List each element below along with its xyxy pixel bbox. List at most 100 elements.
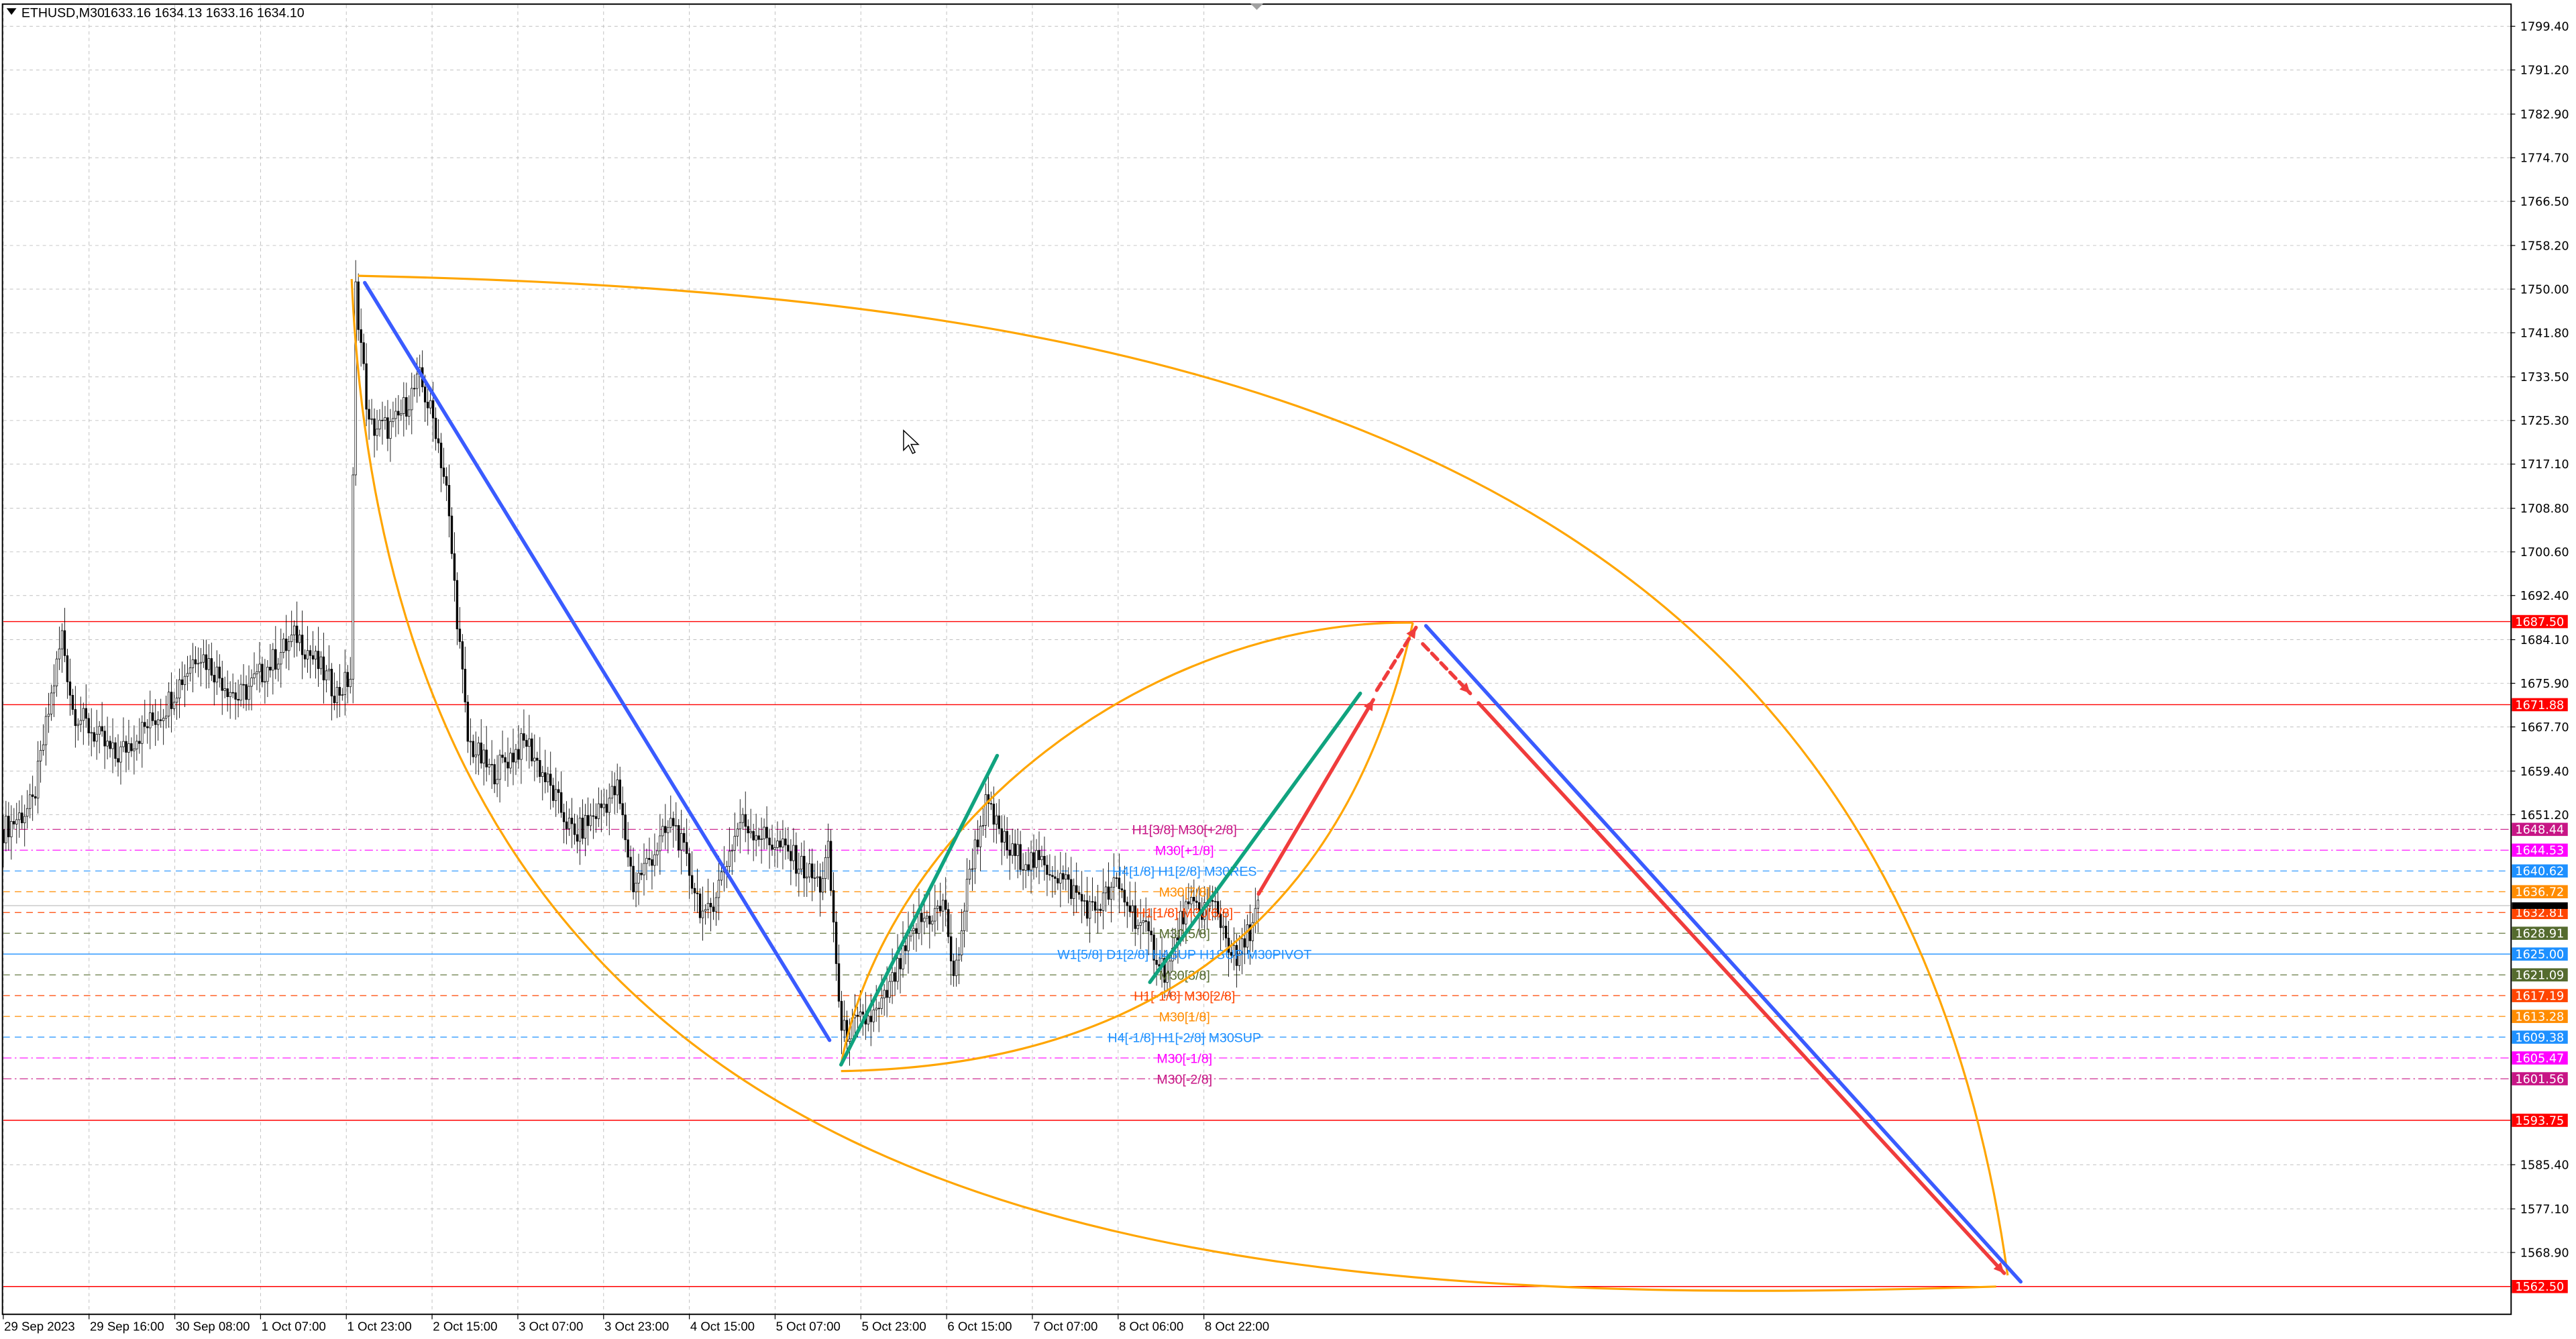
y-tick-label: 1799.40 (2520, 21, 2569, 34)
candle-bear (605, 804, 608, 813)
x-tick-label: 8 Oct 22:00 (1205, 1320, 1269, 1334)
candle-bull (1169, 961, 1171, 973)
candle-bear (549, 773, 552, 786)
candle-bear (752, 831, 755, 841)
x-tick-label: 3 Oct 07:00 (519, 1320, 583, 1334)
candle-bear (771, 845, 773, 850)
candle-bull (1011, 843, 1014, 856)
candle-bull (156, 719, 160, 725)
candle-bear (472, 741, 475, 757)
chart-shift-marker-icon[interactable] (1250, 3, 1264, 10)
candle-bear (894, 972, 896, 982)
candle-bear (405, 397, 408, 417)
candle-bear (285, 639, 288, 651)
candle-bull (282, 639, 285, 653)
y-tick-label: 1659.40 (2520, 765, 2569, 779)
candle-bull (1142, 920, 1144, 923)
candle-bear (333, 696, 336, 703)
price-axis[interactable]: 1799.40 1791.20 1782.90 1774.70 1766.50 1758.… (2510, 21, 2569, 1295)
y-tick-label: 1568.90 (2520, 1246, 2569, 1260)
candle-bull (469, 741, 472, 743)
level-price-box (2512, 1279, 2568, 1293)
candle-bear (1193, 897, 1195, 902)
y-tick-label: 1725.30 (2520, 415, 2569, 428)
candle-bear (565, 821, 568, 829)
x-tick-label: 3 Oct 23:00 (604, 1320, 669, 1334)
candle-bear (109, 741, 111, 749)
candle-bull (119, 746, 122, 763)
candle-bear (426, 402, 429, 409)
candle-bear (213, 675, 215, 683)
level-price-box (2512, 614, 2568, 629)
candle-bull (1003, 831, 1006, 843)
y-tick-label: 1585.40 (2520, 1159, 2569, 1173)
green-channel-1 (839, 753, 1000, 1067)
candle-bull (880, 998, 883, 1009)
candle-bull (354, 281, 357, 476)
candle-bull (127, 743, 130, 753)
candle-bull (1166, 973, 1169, 983)
candle-bull (680, 833, 683, 851)
candle-bull (910, 930, 912, 936)
candle-bear (678, 825, 680, 851)
candle-bull (474, 754, 478, 757)
level-price-label: 1648.44 (2515, 824, 2564, 837)
level-price-box (2512, 822, 2568, 837)
candle-bear (787, 845, 790, 852)
candle-bull (341, 694, 344, 696)
candle-bear (1198, 902, 1201, 911)
candle-bull (656, 850, 659, 855)
candle-bull (378, 419, 381, 429)
candle-bear (1126, 902, 1129, 906)
arrowhead-icon (1363, 700, 1374, 712)
candle-bull (645, 857, 648, 864)
level-price-box (2512, 1114, 2568, 1127)
candle-bear (1077, 892, 1081, 895)
candle-bear (309, 650, 312, 656)
candle-bull (808, 863, 811, 877)
candle-bull (50, 692, 53, 714)
candle-bull (1136, 925, 1139, 929)
level-text: H1[3/8] M30[+2/8] (1132, 823, 1237, 838)
candle-bear (322, 656, 325, 681)
blue-trendline-projection (1424, 624, 2023, 1284)
candle-bull (389, 421, 392, 439)
candle-bull (186, 673, 189, 677)
candle-bear (1062, 873, 1065, 879)
candle-bull (292, 625, 296, 635)
candle-bear (581, 817, 584, 839)
candle-bear (992, 804, 996, 825)
candle-bull (1104, 886, 1108, 894)
candle-bear (632, 865, 635, 892)
candle-bull (411, 388, 413, 411)
candle-bull (704, 909, 707, 912)
candle-bull (907, 935, 910, 951)
candle-bear (765, 826, 768, 839)
candle-bear (709, 902, 712, 908)
candle-bull (659, 835, 661, 851)
candle-bear (303, 654, 307, 659)
candle-bear (117, 758, 119, 763)
x-tick-label: 30 Sep 08:00 (176, 1320, 250, 1334)
candle-bull (891, 972, 894, 982)
candle-bear (1032, 852, 1035, 868)
candle-bear (445, 476, 448, 486)
level-price-box (2512, 885, 2568, 899)
level-price-label: 1644.53 (2515, 845, 2564, 858)
candle-bull (287, 641, 290, 651)
candle-bear (803, 855, 806, 879)
y-tick-label: 1684.10 (2520, 634, 2569, 647)
candle-bear (461, 641, 464, 670)
dropdown-triangle-icon[interactable] (6, 8, 17, 15)
candle-bull (931, 920, 934, 924)
candle-bull (816, 876, 819, 878)
candle-bull (256, 671, 258, 674)
candle-bear (338, 687, 341, 696)
time-axis[interactable]: 29 Sep 2023 29 Sep 16:00 30 Sep 08:00 1 Oct… (3, 1314, 1269, 1334)
candle-bull (488, 763, 490, 767)
candle-bull (498, 755, 501, 780)
candle-bear (682, 833, 686, 843)
candle-bull (250, 678, 253, 687)
candle-bear (357, 281, 360, 330)
